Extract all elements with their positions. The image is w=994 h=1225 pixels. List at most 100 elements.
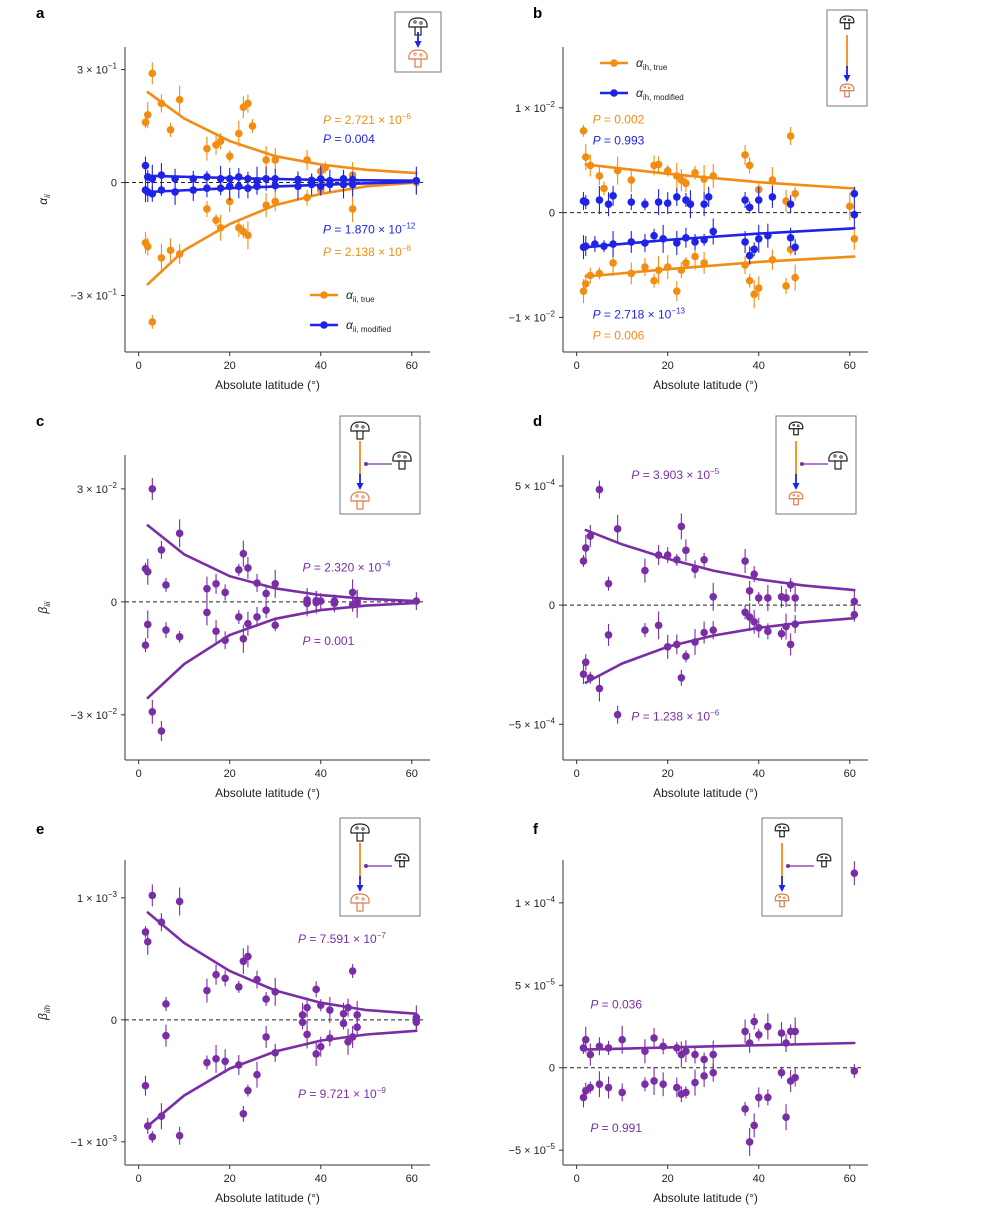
data-point — [764, 231, 772, 240]
data-point — [768, 255, 777, 264]
data-point — [673, 1083, 681, 1092]
data-point — [691, 1078, 699, 1087]
data-point — [750, 617, 758, 626]
data-point — [654, 621, 663, 630]
y-tick-label: 0 — [549, 208, 555, 220]
data-point — [235, 983, 243, 991]
chart-f: f 0 20 40 60 Absolute latitude (°) 1 × 10−4 5 ×… — [474, 817, 868, 1205]
data-point — [253, 579, 261, 587]
y-tick-label: 1 × 10−2 — [515, 100, 556, 115]
data-point — [791, 1027, 799, 1036]
panel-b: b 0 20 40 60 Absolute latitude (°) 1 × 10−2 0 −1… — [474, 0, 994, 408]
x-tick-label: 0 — [136, 768, 142, 780]
chart-b: b 0 20 40 60 Absolute latitude (°) 1 × 10−2 0 −1… — [474, 5, 868, 392]
data-point — [791, 1073, 799, 1082]
data-point — [663, 263, 672, 271]
data-point — [850, 189, 859, 198]
fit-line-0 — [584, 528, 856, 592]
data-point — [235, 1061, 243, 1069]
data-point — [673, 1044, 681, 1052]
data-point — [654, 551, 663, 559]
data-point — [312, 1050, 320, 1058]
x-tick-label: 60 — [406, 768, 418, 780]
data-point — [682, 233, 690, 242]
chart-e: e 0 20 40 60 Absolute latitude (°) 1 × 10−3 0 −1… — [36, 817, 430, 1205]
fit-line-0 — [584, 163, 856, 190]
data-point — [709, 1050, 718, 1059]
data-point — [709, 1068, 718, 1077]
p-value-annotation-1: P = 0.001 — [303, 634, 355, 648]
data-point — [845, 202, 854, 211]
data-point — [148, 485, 157, 493]
x-axis-label: Absolute latitude (°) — [215, 1191, 320, 1205]
data-point — [600, 242, 608, 250]
data-point — [581, 153, 590, 161]
data-point — [271, 174, 280, 183]
x-tick-label: 60 — [844, 1173, 856, 1185]
data-point — [750, 1017, 758, 1026]
fit-line-0 — [146, 90, 418, 175]
data-point — [581, 658, 590, 667]
data-point — [348, 1033, 357, 1041]
data-point — [235, 613, 243, 621]
data-point — [754, 1093, 763, 1102]
data-point — [216, 137, 225, 145]
mushroom-side-icon — [394, 853, 410, 868]
data-point — [768, 193, 777, 201]
data-point — [271, 987, 280, 996]
data-point — [262, 995, 270, 1003]
data-point — [745, 613, 754, 621]
data-point — [307, 180, 316, 189]
p-value-annotation-1: P = 0.991 — [590, 1121, 642, 1135]
data-point — [700, 175, 708, 183]
panel-label: d — [533, 413, 542, 430]
data-point — [141, 161, 150, 170]
arrow-down-icon — [792, 483, 800, 490]
data-point — [654, 198, 663, 206]
data-point — [148, 1133, 157, 1141]
data-point — [618, 1035, 626, 1044]
data-point — [591, 240, 599, 248]
data-point — [239, 634, 248, 643]
data-point — [141, 1081, 150, 1090]
data-point — [754, 1030, 763, 1039]
data-point — [203, 608, 211, 617]
panel-label: c — [36, 413, 44, 430]
data-point — [600, 184, 608, 193]
x-tick-label: 20 — [662, 360, 674, 372]
data-point — [412, 1018, 421, 1027]
data-point — [203, 173, 211, 181]
data-point — [216, 223, 225, 232]
x-tick-label: 60 — [406, 360, 418, 372]
data-point — [782, 1039, 790, 1047]
data-point — [412, 176, 421, 185]
mushroom-top-icon — [350, 421, 370, 440]
data-point — [339, 180, 348, 189]
y-tick-label: 5 × 10−4 — [515, 478, 556, 493]
data-point — [148, 69, 157, 78]
data-point — [709, 626, 718, 634]
data-point — [850, 610, 859, 619]
panel-d: d 0 20 40 60 Absolute latitude (°) 5 × 10−4 0 −5… — [474, 408, 994, 816]
p-value-annotation-2: P = 1.870 × 10−12 — [323, 221, 416, 236]
arrow-down-icon — [414, 41, 422, 48]
data-point — [353, 599, 361, 608]
data-point — [754, 594, 763, 602]
data-point — [850, 210, 859, 219]
data-point — [412, 597, 421, 605]
data-point — [216, 174, 225, 183]
data-point — [709, 172, 718, 180]
data-point — [157, 1112, 166, 1120]
data-point — [604, 1083, 613, 1092]
mushroom-top-icon — [774, 823, 790, 838]
data-point — [221, 974, 229, 983]
data-point — [157, 171, 166, 179]
data-point — [782, 282, 790, 290]
data-point — [330, 599, 339, 608]
data-point — [654, 266, 663, 275]
p-value-annotation-2: P = 2.718 × 10−13 — [593, 306, 686, 321]
data-point — [741, 261, 749, 269]
arrow-down-icon — [843, 75, 851, 82]
icon-frame — [761, 817, 843, 917]
x-tick-label: 20 — [224, 768, 236, 780]
